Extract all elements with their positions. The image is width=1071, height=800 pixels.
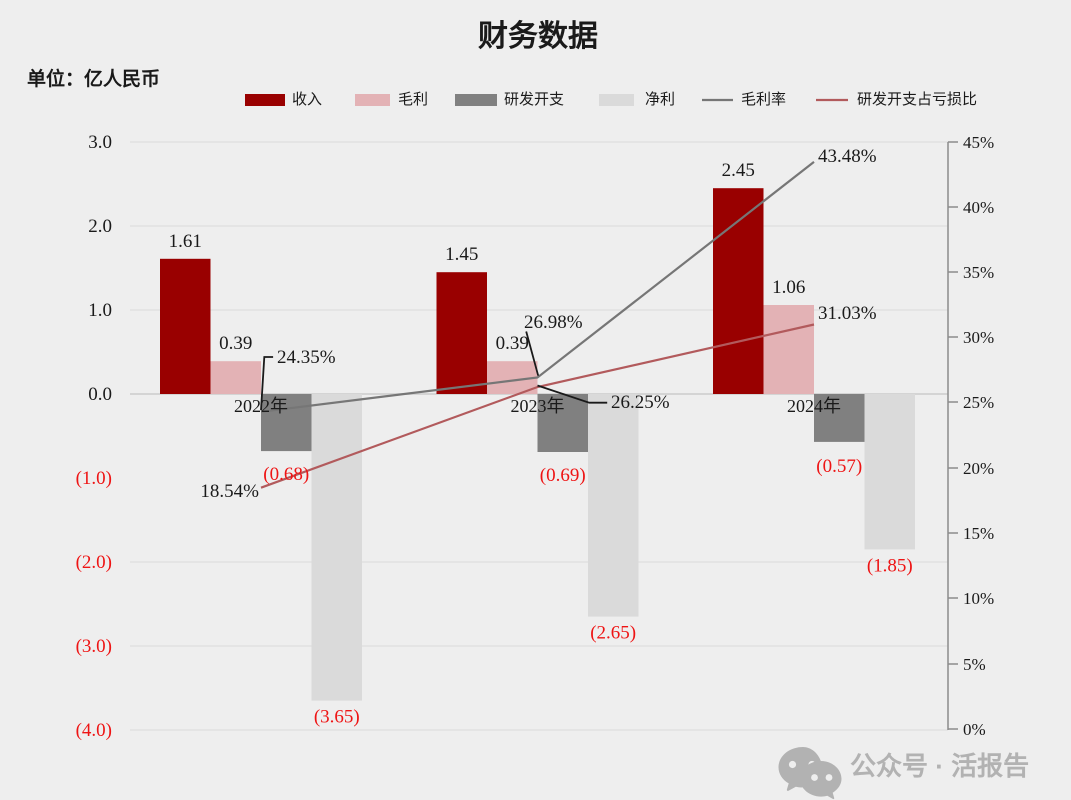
svg-text:24.35%: 24.35% xyxy=(277,347,336,368)
svg-text:(1.85): (1.85) xyxy=(867,555,913,576)
svg-text:毛利: 毛利 xyxy=(398,91,428,108)
svg-text:45%: 45% xyxy=(963,133,994,152)
svg-text:财务数据: 财务数据 xyxy=(478,20,598,53)
svg-text:15%: 15% xyxy=(963,524,994,543)
svg-text:(0.68): (0.68) xyxy=(263,464,309,485)
svg-text:(3.65): (3.65) xyxy=(314,707,360,728)
svg-text:1.06: 1.06 xyxy=(772,277,805,298)
svg-text:(0.69): (0.69) xyxy=(540,465,586,486)
svg-text:1.61: 1.61 xyxy=(169,231,202,252)
svg-text:收入: 收入 xyxy=(292,91,322,108)
svg-text:净利: 净利 xyxy=(645,91,675,108)
svg-text:2023年: 2023年 xyxy=(511,396,565,416)
svg-text:26.98%: 26.98% xyxy=(524,312,583,333)
svg-text:35%: 35% xyxy=(963,263,994,282)
svg-text:研发开支: 研发开支 xyxy=(504,91,564,108)
svg-text:5%: 5% xyxy=(963,655,986,674)
svg-text:20%: 20% xyxy=(963,459,994,478)
svg-text:公众号 · 活报告: 公众号 · 活报告 xyxy=(850,751,1029,781)
svg-text:(2.0): (2.0) xyxy=(76,552,112,573)
svg-text:0.39: 0.39 xyxy=(219,333,252,354)
svg-text:0.39: 0.39 xyxy=(496,333,529,354)
svg-text:3.0: 3.0 xyxy=(88,132,112,153)
svg-text:2024年: 2024年 xyxy=(787,396,841,416)
svg-text:40%: 40% xyxy=(963,198,994,217)
svg-text:(3.0): (3.0) xyxy=(76,636,112,657)
svg-text:单位：亿人民币: 单位：亿人民币 xyxy=(27,67,160,90)
svg-text:毛利率: 毛利率 xyxy=(741,91,786,108)
svg-text:10%: 10% xyxy=(963,589,994,608)
svg-text:0%: 0% xyxy=(963,720,986,739)
svg-text:25%: 25% xyxy=(963,393,994,412)
svg-text:(0.57): (0.57) xyxy=(816,456,862,477)
svg-text:43.48%: 43.48% xyxy=(818,146,877,167)
svg-text:0.0: 0.0 xyxy=(88,384,112,405)
svg-text:(2.65): (2.65) xyxy=(590,623,636,644)
svg-text:(4.0): (4.0) xyxy=(76,720,112,741)
svg-text:(1.0): (1.0) xyxy=(76,468,112,489)
svg-text:26.25%: 26.25% xyxy=(611,392,670,413)
svg-text:研发开支占亏损比: 研发开支占亏损比 xyxy=(857,91,977,108)
svg-text:2.45: 2.45 xyxy=(722,160,755,181)
svg-text:2.0: 2.0 xyxy=(88,216,112,237)
svg-text:31.03%: 31.03% xyxy=(818,303,877,324)
svg-text:1.45: 1.45 xyxy=(445,244,478,265)
svg-text:30%: 30% xyxy=(963,328,994,347)
svg-text:1.0: 1.0 xyxy=(88,300,112,321)
svg-text:18.54%: 18.54% xyxy=(200,481,259,502)
